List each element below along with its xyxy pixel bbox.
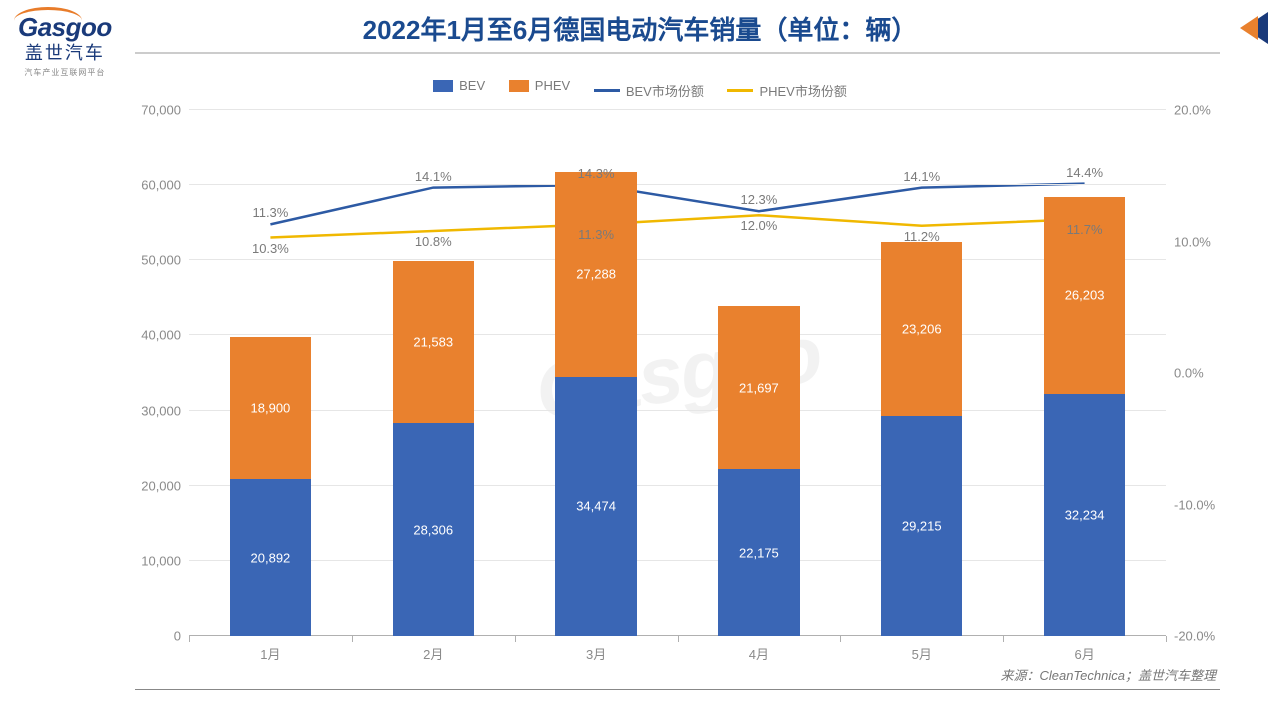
bev-share-label: 14.3%	[578, 166, 615, 181]
phev-share-label: 11.7%	[1067, 222, 1103, 237]
x-tick: 4月	[749, 644, 769, 663]
title-rule	[135, 52, 1220, 54]
bar-phev: 23,206	[881, 242, 962, 416]
source-text: 来源：CleanTechnica；盖世汽车整理	[996, 665, 1220, 684]
header: Gasgoo 盖世汽车 汽车产业互联网平台 2022年1月至6月德国电动汽车销量…	[0, 0, 1280, 64]
legend-phev-share: PHEV市场份额	[727, 81, 846, 100]
bar-bev: 20,892	[230, 479, 311, 636]
x-tick: 3月	[586, 644, 606, 663]
chart-title: 2022年1月至6月德国电动汽车销量（单位：辆）	[0, 10, 1280, 47]
phev-share-label: 10.8%	[415, 234, 452, 249]
legend-bev: BEV	[433, 78, 485, 93]
x-tick: 6月	[1074, 644, 1094, 663]
bar-phev: 21,583	[393, 261, 474, 423]
phev-share-label: 11.3%	[578, 227, 614, 242]
x-tick: 5月	[912, 644, 932, 663]
x-tick: 2月	[423, 644, 443, 663]
legend-bev-share: BEV市场份额	[594, 81, 704, 100]
y-left-tick: 10,000	[141, 553, 181, 568]
x-tick: 1月	[260, 644, 280, 663]
y-right-tick: 10.0%	[1174, 234, 1211, 249]
bar-phev: 18,900	[230, 337, 311, 479]
y-right-tick: -20.0%	[1174, 629, 1215, 644]
y-right-tick: 0.0%	[1174, 366, 1204, 381]
y-left-tick: 70,000	[141, 103, 181, 118]
bar-bev: 34,474	[555, 377, 636, 636]
y-left-tick: 40,000	[141, 328, 181, 343]
y-left-tick: 60,000	[141, 178, 181, 193]
bar-bev: 28,306	[393, 423, 474, 636]
y-right-tick: 20.0%	[1174, 103, 1211, 118]
logo-sub: 汽车产业互联网平台	[24, 67, 105, 78]
y-right-tick: -10.0%	[1174, 497, 1215, 512]
bar-phev: 21,697	[718, 306, 799, 469]
line-overlay	[189, 110, 1166, 636]
bev-share-label: 14.1%	[903, 169, 940, 184]
phev-share-label: 11.2%	[904, 229, 940, 244]
bar-bev: 32,234	[1044, 394, 1125, 636]
footer-rule	[135, 689, 1220, 690]
bev-share-label: 14.4%	[1066, 165, 1103, 180]
y-left-tick: 30,000	[141, 403, 181, 418]
bev-share-label: 12.3%	[740, 192, 777, 207]
back-arrow-icon[interactable]	[1232, 10, 1268, 46]
bar-bev: 22,175	[718, 469, 799, 636]
legend: BEV PHEV BEV市场份额 PHEV市场份额	[0, 78, 1280, 100]
bar-phev: 27,288	[555, 172, 636, 377]
y-left-tick: 0	[174, 629, 181, 644]
y-left-tick: 50,000	[141, 253, 181, 268]
bev-share-label: 11.3%	[252, 205, 288, 220]
y-left-tick: 20,000	[141, 478, 181, 493]
chart-area: Gasgoo 010,00020,00030,00040,00050,00060…	[135, 100, 1220, 660]
phev-share-label: 12.0%	[740, 218, 777, 233]
bev-share-label: 14.1%	[415, 169, 452, 184]
legend-phev: PHEV	[509, 78, 570, 93]
phev-share-label: 10.3%	[252, 241, 289, 256]
plot: Gasgoo 010,00020,00030,00040,00050,00060…	[189, 110, 1166, 636]
bar-bev: 29,215	[881, 416, 962, 636]
